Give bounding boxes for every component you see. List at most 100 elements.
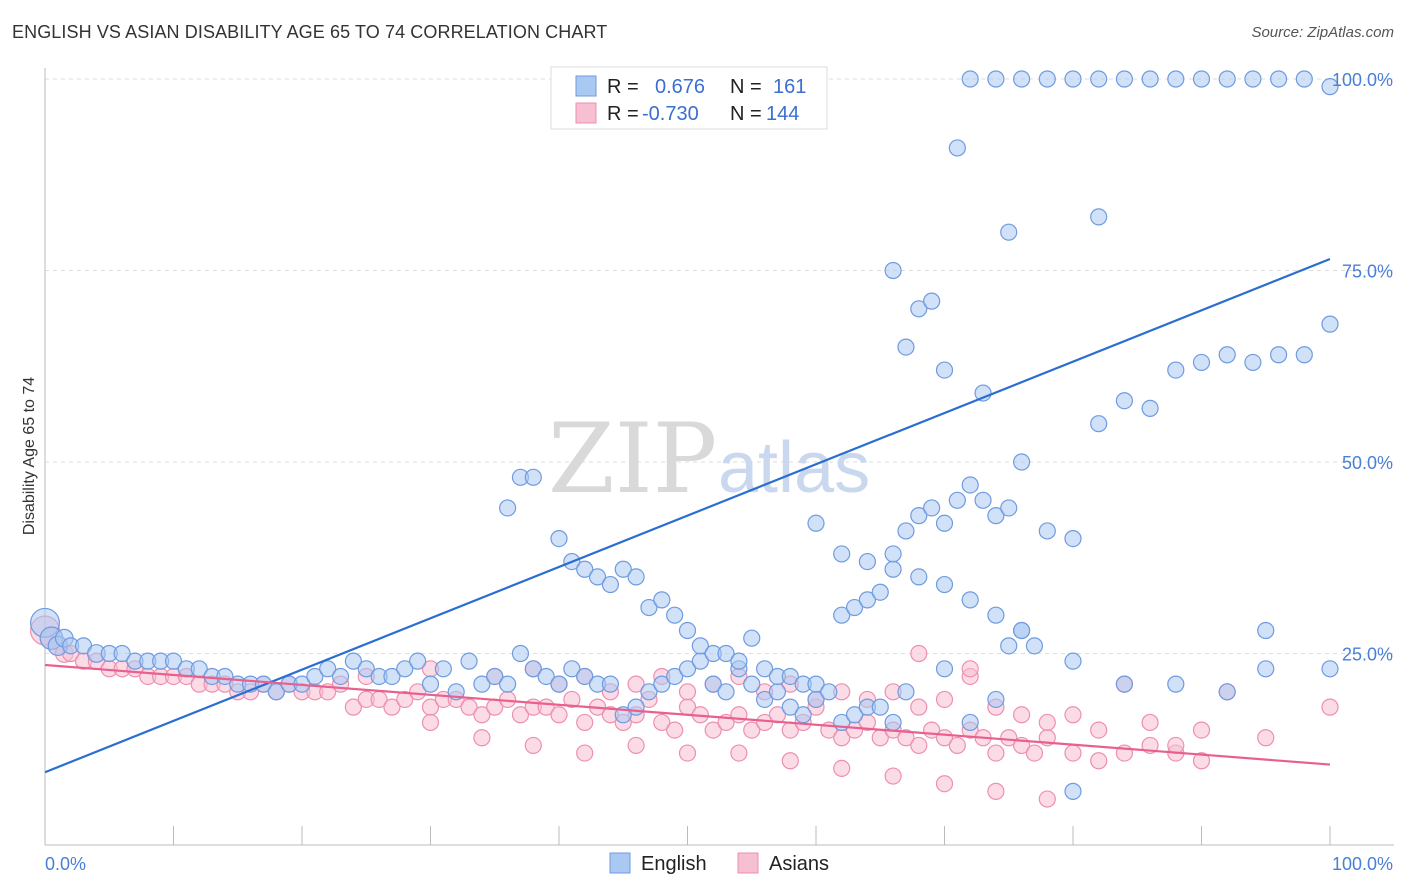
asians-point bbox=[1321, 698, 1339, 716]
english-point bbox=[653, 675, 671, 693]
x-tick-labels: 0.0% 100.0% bbox=[45, 854, 1393, 874]
english-point bbox=[460, 652, 478, 670]
asians-r-value: -0.730 bbox=[642, 103, 699, 125]
english-point bbox=[486, 667, 504, 686]
english-point bbox=[627, 698, 645, 716]
english-point bbox=[974, 491, 992, 509]
english-point bbox=[409, 652, 427, 670]
asians-n-label: N = bbox=[730, 103, 762, 125]
asians-point bbox=[627, 675, 645, 693]
asians-point bbox=[1192, 752, 1211, 770]
watermark-atlas: atlas bbox=[718, 428, 870, 508]
watermark: ZIP atlas bbox=[548, 403, 870, 515]
english-point bbox=[987, 507, 1005, 525]
english-point bbox=[396, 660, 414, 678]
trend-lines bbox=[44, 257, 1331, 774]
english-point bbox=[537, 667, 555, 686]
grid-lines bbox=[45, 78, 1395, 654]
english-point bbox=[820, 683, 838, 701]
english-point bbox=[1192, 70, 1211, 88]
asians-point bbox=[344, 698, 362, 716]
english-point bbox=[961, 591, 979, 609]
english-point bbox=[730, 652, 748, 670]
asians-point bbox=[460, 698, 478, 716]
english-point bbox=[1090, 415, 1108, 433]
english-point bbox=[897, 338, 915, 356]
english-point bbox=[576, 667, 594, 686]
english-r-value: 0.676 bbox=[655, 76, 705, 98]
english-point bbox=[910, 568, 928, 586]
english-point bbox=[1064, 529, 1082, 548]
y-tick-label-50: 50.0% bbox=[1342, 453, 1393, 473]
english-point bbox=[601, 575, 620, 594]
english-point bbox=[1000, 637, 1018, 655]
english-point bbox=[1218, 70, 1236, 88]
english-point bbox=[524, 660, 542, 678]
english-point bbox=[1000, 499, 1018, 517]
asians-point bbox=[524, 736, 542, 755]
asians-point bbox=[1257, 729, 1275, 747]
y-tick-labels: 25.0% 50.0% 75.0% 100.0% bbox=[1332, 70, 1393, 665]
english-point bbox=[884, 261, 902, 280]
english-point bbox=[653, 591, 671, 609]
english-point bbox=[1295, 70, 1313, 88]
chart-title: ENGLISH VS ASIAN DISABILITY AGE 65 TO 74… bbox=[12, 22, 608, 42]
asians-point bbox=[473, 706, 491, 724]
asians-point bbox=[935, 690, 954, 709]
english-point bbox=[910, 300, 928, 318]
english-point bbox=[961, 70, 979, 88]
english-point bbox=[1064, 70, 1082, 88]
english-point bbox=[794, 706, 812, 724]
asians-point bbox=[409, 683, 427, 701]
english-point bbox=[550, 529, 568, 548]
asians-point bbox=[910, 736, 928, 755]
asians-point bbox=[961, 660, 979, 678]
y-tick-label-75: 75.0% bbox=[1342, 262, 1393, 282]
asians-point bbox=[576, 744, 594, 762]
english-point bbox=[704, 675, 722, 693]
asians-point bbox=[511, 706, 530, 724]
english-point bbox=[961, 713, 979, 732]
asians-point bbox=[704, 721, 722, 739]
asians-point bbox=[563, 690, 581, 709]
english-point bbox=[935, 361, 954, 379]
english-point bbox=[640, 683, 658, 701]
english-point bbox=[807, 514, 825, 532]
english-point bbox=[923, 499, 941, 517]
english-point bbox=[923, 292, 941, 310]
english-point bbox=[1167, 675, 1185, 693]
english-point bbox=[845, 598, 864, 617]
english-point bbox=[421, 675, 440, 693]
asians-trend-line bbox=[44, 663, 1331, 766]
english-point bbox=[1218, 346, 1236, 364]
english-point bbox=[935, 660, 954, 678]
asians-n-value: 144 bbox=[766, 103, 799, 125]
english-point bbox=[1090, 208, 1108, 226]
english-point bbox=[884, 713, 902, 732]
english-point bbox=[1025, 637, 1044, 655]
english-point bbox=[691, 637, 709, 655]
english-point bbox=[563, 660, 581, 678]
asians-point bbox=[910, 698, 928, 716]
asians-point bbox=[1038, 790, 1056, 808]
english-point bbox=[550, 675, 568, 693]
english-point bbox=[781, 698, 799, 716]
stats-legend: R = 0.676 N = 161 R = -0.730 N = 144 bbox=[550, 66, 828, 130]
english-point bbox=[1321, 78, 1339, 96]
english-point bbox=[640, 598, 658, 617]
english-point bbox=[627, 568, 645, 586]
english-swatch bbox=[575, 75, 597, 97]
asians-point bbox=[987, 782, 1005, 800]
english-point bbox=[306, 667, 324, 686]
english-point bbox=[216, 667, 234, 686]
english-n-value: 161 bbox=[773, 76, 806, 98]
stats-legend-box bbox=[550, 66, 828, 130]
legend-english-swatch bbox=[609, 852, 631, 874]
asians-point bbox=[666, 721, 684, 739]
english-point bbox=[755, 660, 774, 678]
asians-point bbox=[897, 729, 915, 747]
english-point bbox=[935, 514, 954, 532]
asians-point bbox=[1038, 713, 1056, 732]
english-point bbox=[473, 675, 491, 693]
